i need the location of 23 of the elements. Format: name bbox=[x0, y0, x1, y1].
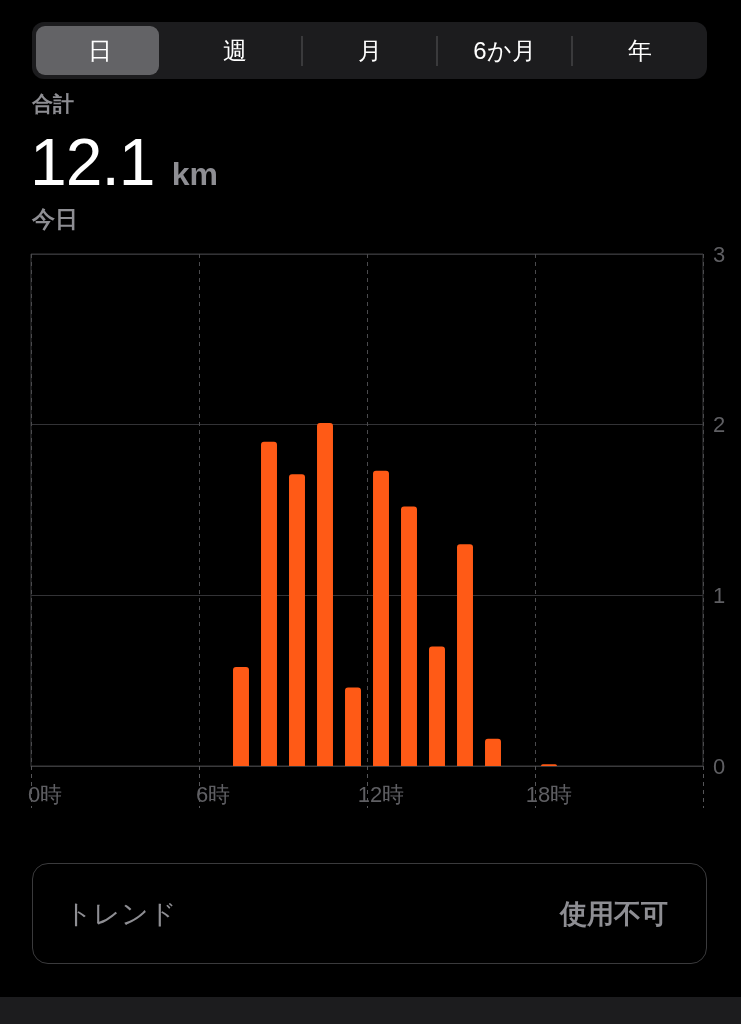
text: 合計 bbox=[32, 91, 74, 117]
trend-card: トレンド 使用不可 bbox=[32, 863, 707, 964]
bar bbox=[261, 441, 277, 766]
x-tick-label: 12時 bbox=[357, 781, 405, 807]
x-tick-label: 6時 bbox=[195, 781, 231, 807]
y-tick-label: 2 bbox=[713, 412, 726, 438]
bar bbox=[317, 422, 333, 766]
bar bbox=[485, 738, 501, 766]
x-tick-label: 0時 bbox=[27, 781, 63, 807]
y-tick-label: 1 bbox=[713, 582, 726, 608]
bar bbox=[289, 474, 305, 766]
bar bbox=[457, 544, 473, 766]
bar bbox=[429, 646, 445, 766]
bar bbox=[401, 506, 417, 766]
bar bbox=[345, 687, 361, 766]
segmented-control: 日 週 月 6か月 年 bbox=[32, 22, 707, 79]
bar bbox=[233, 667, 249, 766]
y-tick-label: 3 bbox=[713, 241, 726, 267]
chart-subtitle: 今日 bbox=[32, 205, 78, 234]
y-tick-label: 0 bbox=[713, 753, 726, 779]
bar bbox=[373, 470, 389, 766]
chart-title: 12.1 km bbox=[30, 125, 219, 199]
x-tick-label: 18時 bbox=[525, 781, 573, 807]
